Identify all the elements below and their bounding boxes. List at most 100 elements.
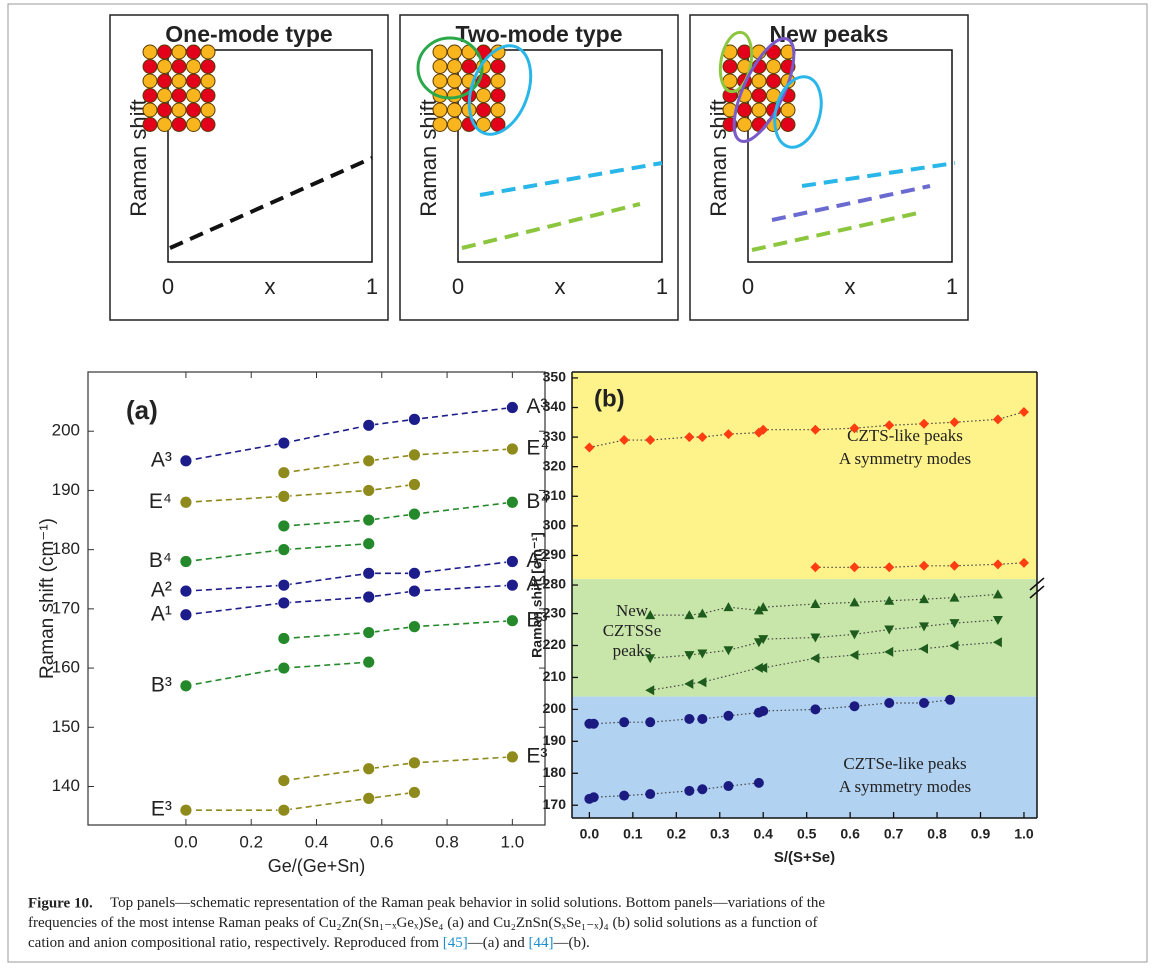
- atom: [142, 73, 158, 89]
- x-axis-label: S/(S+Se): [774, 849, 835, 866]
- data-point: [684, 713, 695, 724]
- y-tick-label: 180: [543, 764, 567, 780]
- atom: [186, 117, 201, 132]
- atom: [142, 44, 158, 60]
- annotation: CZTSe-like peaks: [843, 754, 966, 773]
- data-point: [362, 484, 376, 497]
- schematic-title: Two-mode type: [456, 21, 623, 47]
- data-point: [179, 555, 193, 568]
- data-point: [849, 597, 860, 607]
- data-point: [810, 562, 821, 573]
- atom: [751, 102, 767, 118]
- data-point: [758, 424, 769, 435]
- atom: [432, 117, 448, 132]
- schematic-title: One-mode type: [165, 21, 332, 47]
- data-point: [992, 637, 1002, 648]
- data-point: [645, 717, 656, 728]
- atom: [142, 88, 158, 103]
- atom: [780, 102, 796, 118]
- atom: [751, 88, 767, 103]
- schematic-xtick: 0: [742, 274, 754, 299]
- schematic-title: New peaks: [770, 21, 889, 47]
- axis-break: [1029, 577, 1045, 591]
- data-point: [619, 717, 630, 728]
- atom: [490, 59, 506, 74]
- data-point: [408, 412, 421, 426]
- data-point: [584, 442, 595, 453]
- data-point: [277, 632, 291, 645]
- caption-text: —(a) and: [467, 935, 529, 951]
- data-point: [697, 432, 708, 443]
- data-point: [992, 559, 1003, 570]
- schematic-ylabel: Raman shift: [126, 99, 151, 216]
- data-point: [919, 698, 930, 708]
- data-point: [697, 784, 708, 795]
- schematic-xtick: 1: [656, 274, 668, 299]
- data-point: [919, 594, 930, 604]
- data-point: [362, 513, 376, 527]
- series-label: A²: [526, 549, 547, 572]
- atom: [157, 117, 172, 132]
- data-point: [810, 704, 821, 715]
- schematic-axes: [167, 49, 373, 263]
- data-point: [179, 679, 193, 693]
- data-point: [723, 710, 734, 721]
- data-point: [179, 584, 193, 598]
- atom: [447, 73, 462, 89]
- data-point: [758, 635, 769, 645]
- highlight: [732, 37, 796, 143]
- y-axis-label: Raman shift (cm⁻¹): [37, 518, 58, 679]
- series-label: A³: [151, 448, 172, 471]
- atom: [171, 73, 187, 89]
- data-point: [884, 646, 894, 657]
- atom: [737, 117, 752, 132]
- caption-label: Figure 10.: [28, 895, 93, 911]
- x-tick-label: 0.1: [623, 826, 643, 842]
- annotation: A symmetry modes: [839, 449, 971, 468]
- data-point: [505, 442, 519, 456]
- data-point: [810, 653, 820, 664]
- data-point: [362, 418, 376, 432]
- y-tick-label: 200: [52, 421, 80, 440]
- y-tick-label: 140: [52, 776, 80, 795]
- atom: [157, 73, 172, 89]
- y-tick-label: 340: [543, 398, 567, 414]
- x-tick-label: 0.9: [971, 826, 991, 842]
- y-tick-label: 150: [52, 717, 80, 736]
- trend-line: [650, 593, 998, 616]
- data-point: [684, 432, 695, 443]
- atom: [186, 102, 201, 118]
- atom: [171, 44, 187, 60]
- data-point: [505, 495, 519, 509]
- data-point: [919, 418, 930, 429]
- data-point: [277, 578, 291, 592]
- data-point: [179, 608, 193, 622]
- y-tick-label: 160: [52, 658, 80, 677]
- data-point: [684, 678, 694, 689]
- data-point: [362, 537, 376, 551]
- data-point: [362, 454, 376, 468]
- atom: [766, 59, 781, 74]
- series-label: A¹: [526, 573, 547, 596]
- y-tick-label: 310: [543, 487, 567, 503]
- trend-line: [589, 782, 759, 800]
- atom: [461, 59, 477, 74]
- series-line: [185, 584, 513, 616]
- series-line: [283, 619, 513, 640]
- y-tick-label: 190: [52, 480, 80, 499]
- x-tick-label: 0.8: [927, 826, 947, 842]
- y-tick-label: 300: [543, 517, 567, 533]
- figure-border: [7, 3, 1148, 963]
- data-point: [753, 777, 764, 788]
- atom: [722, 59, 738, 74]
- series-label: B³: [151, 673, 172, 696]
- data-point: [949, 417, 960, 428]
- y-tick-label: 190: [543, 732, 567, 748]
- data-point: [277, 466, 291, 480]
- x-tick-label: 0.4: [305, 832, 329, 851]
- schematic-xtick: x: [265, 274, 276, 299]
- series-label: A²: [151, 579, 172, 602]
- annotation: CZTSSe: [603, 621, 662, 640]
- series-line: [185, 406, 513, 462]
- y-tick-label: 230: [543, 604, 567, 620]
